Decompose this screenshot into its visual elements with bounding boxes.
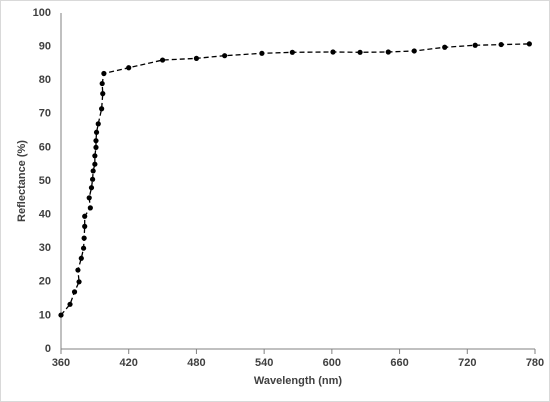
data-point xyxy=(82,223,88,229)
data-point xyxy=(71,289,78,295)
data-point xyxy=(87,205,93,211)
data-point xyxy=(82,213,88,219)
data-point xyxy=(93,138,99,144)
y-tick-label: 40 xyxy=(39,209,51,221)
data-point xyxy=(159,57,166,63)
x-tick-label: 780 xyxy=(526,357,544,369)
data-point xyxy=(67,301,73,307)
data-point xyxy=(526,41,532,47)
data-point xyxy=(95,121,101,127)
data-point xyxy=(289,49,295,55)
y-tick-label: 30 xyxy=(39,242,51,254)
data-point xyxy=(76,279,82,285)
data-point xyxy=(385,49,391,55)
y-tick-label: 0 xyxy=(45,343,51,355)
data-point xyxy=(259,50,265,56)
data-point xyxy=(472,42,478,48)
x-axis-title: Wavelength (nm) xyxy=(254,375,343,387)
x-tick-label: 420 xyxy=(120,357,138,369)
y-tick-label: 100 xyxy=(33,7,51,19)
data-point xyxy=(78,255,84,261)
data-point xyxy=(86,195,92,201)
y-tick-label: 80 xyxy=(39,74,51,86)
data-point xyxy=(193,55,200,61)
data-point xyxy=(81,235,87,241)
data-point xyxy=(88,185,95,191)
x-tick-label: 720 xyxy=(458,357,476,369)
y-tick-label: 70 xyxy=(39,108,51,120)
y-tick-label: 20 xyxy=(39,276,51,288)
data-point xyxy=(99,106,105,112)
data-point xyxy=(93,129,100,135)
data-point xyxy=(92,153,98,159)
data-point xyxy=(126,65,132,71)
x-tick-label: 360 xyxy=(52,357,70,369)
y-tick-label: 10 xyxy=(39,309,51,321)
data-point xyxy=(75,267,81,273)
series-line xyxy=(60,43,530,316)
data-point xyxy=(222,53,228,59)
x-tick-label: 660 xyxy=(390,357,408,369)
data-point xyxy=(442,44,448,50)
data-point xyxy=(498,41,504,48)
y-tick-label: 50 xyxy=(39,175,51,187)
data-point xyxy=(357,49,363,55)
data-point xyxy=(80,245,87,251)
x-tick-label: 540 xyxy=(255,357,273,369)
data-point xyxy=(90,168,96,174)
y-tick-label: 90 xyxy=(39,41,51,53)
x-tick-label: 480 xyxy=(187,357,205,369)
y-tick-label: 60 xyxy=(39,141,51,153)
data-point xyxy=(101,70,107,77)
data-point xyxy=(58,312,64,318)
data-point xyxy=(93,144,99,150)
data-point xyxy=(90,176,96,182)
data-point xyxy=(330,49,336,55)
data-point xyxy=(411,48,417,54)
data-point xyxy=(92,161,98,167)
x-tick-label: 600 xyxy=(323,357,341,369)
data-point xyxy=(100,91,106,97)
y-axis-title: Reflectance (%) xyxy=(16,140,28,222)
data-point xyxy=(99,80,105,87)
